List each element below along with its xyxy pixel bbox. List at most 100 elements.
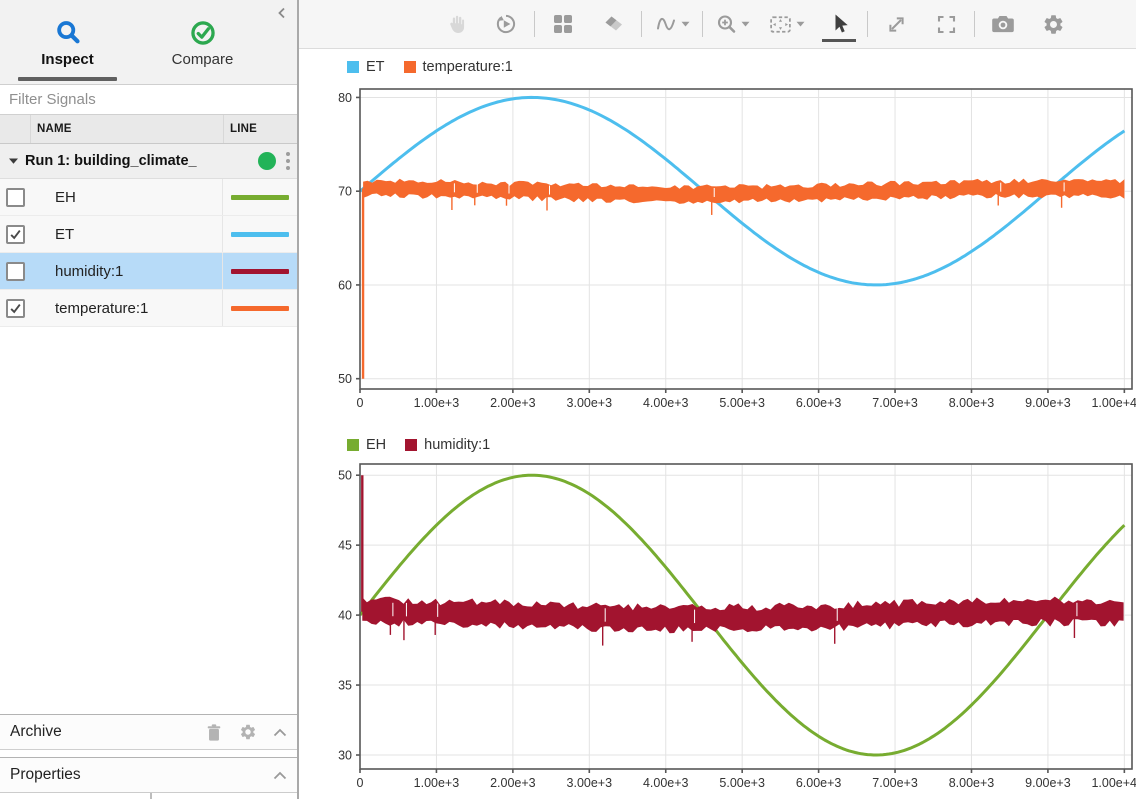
chart-plot[interactable]: 01.00e+32.00e+33.00e+34.00e+35.00e+36.00… — [332, 457, 1136, 795]
signal-generator-button[interactable] — [651, 6, 693, 42]
signal-name: humidity:1 — [30, 253, 222, 289]
sidebar: Inspect Compare NAME LINE Run 1: buildin… — [0, 0, 299, 799]
svg-text:4.00e+3: 4.00e+3 — [643, 396, 689, 410]
properties-section-header[interactable]: Properties — [0, 757, 297, 793]
signal-list: EHEThumidity:1temperature:1 — [0, 179, 297, 327]
chevron-up-icon[interactable] — [273, 771, 287, 780]
legend-item: ET — [347, 59, 385, 75]
snapshot-button[interactable] — [984, 6, 1022, 42]
svg-text:50: 50 — [338, 372, 352, 386]
svg-text:3.00e+3: 3.00e+3 — [567, 396, 613, 410]
signal-checkbox[interactable] — [6, 188, 25, 207]
filter-signals — [0, 85, 297, 115]
header-line: LINE — [223, 115, 297, 143]
tab-compare-label: Compare — [172, 51, 234, 68]
svg-text:30: 30 — [338, 749, 352, 763]
zoom-in-button[interactable] — [712, 6, 753, 42]
signal-row[interactable]: ET — [0, 216, 297, 253]
signal-generator-icon — [654, 12, 678, 36]
series-humidity:1 — [362, 597, 1123, 634]
zoom-in-icon — [715, 13, 738, 36]
signal-checkbox[interactable] — [6, 299, 25, 318]
svg-text:50: 50 — [338, 469, 352, 483]
legend-label: ET — [366, 59, 385, 75]
signal-line-swatch[interactable] — [231, 195, 289, 200]
chevron-up-icon[interactable] — [273, 728, 287, 737]
svg-text:60: 60 — [338, 278, 352, 292]
svg-text:0: 0 — [357, 396, 364, 410]
layout-grid-button[interactable] — [544, 6, 582, 42]
svg-text:8.00e+3: 8.00e+3 — [949, 396, 995, 410]
pan-hand-button[interactable] — [437, 6, 475, 42]
svg-text:7.00e+3: 7.00e+3 — [872, 396, 918, 410]
chevron-down-icon[interactable] — [681, 21, 690, 27]
signal-checkbox-cell — [0, 290, 30, 326]
tab-inspect[interactable]: Inspect — [0, 0, 135, 84]
toolbar-separator — [702, 11, 703, 37]
signal-checkbox-cell — [0, 253, 30, 289]
eraser-button[interactable] — [594, 6, 632, 42]
filter-signals-input[interactable] — [0, 85, 297, 115]
svg-text:1.00e+4: 1.00e+4 — [1091, 396, 1136, 410]
chart-ET-temperature1: ETtemperature:101.00e+32.00e+33.00e+34.0… — [332, 56, 1136, 415]
collapse-sidebar-icon[interactable] — [273, 4, 291, 22]
run-row[interactable]: Run 1: building_climate_ — [0, 144, 297, 179]
run-status-dot — [258, 152, 276, 170]
axis-tick-labels: 01.00e+32.00e+33.00e+34.00e+35.00e+36.00… — [338, 91, 1136, 410]
signal-checkbox[interactable] — [6, 262, 25, 281]
tab-compare[interactable]: Compare — [135, 0, 270, 84]
snapshot-icon — [991, 13, 1015, 35]
toolbar-separator — [867, 11, 868, 37]
chart-legend: EHhumidity:1 — [347, 434, 1136, 456]
properties-label: Properties — [10, 766, 81, 784]
chevron-down-icon[interactable] — [796, 21, 805, 27]
run-menu-icon[interactable] — [285, 150, 291, 172]
run-expander-icon[interactable] — [9, 158, 18, 164]
legend-swatch — [404, 61, 416, 73]
expand-button[interactable] — [877, 6, 915, 42]
archive-section-header[interactable]: Archive — [0, 714, 297, 750]
svg-text:45: 45 — [338, 539, 352, 553]
layout-grid-icon — [552, 13, 574, 35]
chart-plot[interactable]: 01.00e+32.00e+33.00e+34.00e+35.00e+36.00… — [332, 79, 1136, 415]
signal-line-swatch[interactable] — [231, 306, 289, 311]
fit-to-view-button[interactable] — [765, 6, 808, 42]
chart-legend: ET temperature:1 — [347, 56, 1136, 78]
settings-button[interactable] — [1034, 6, 1072, 42]
svg-text:35: 35 — [338, 679, 352, 693]
signal-line-swatch[interactable] — [231, 232, 289, 237]
legend-item: temperature:1 — [404, 59, 513, 75]
signal-row[interactable]: EH — [0, 179, 297, 216]
signal-row[interactable]: humidity:1 — [0, 253, 297, 290]
svg-text:5.00e+3: 5.00e+3 — [719, 776, 765, 790]
chevron-down-icon[interactable] — [741, 21, 750, 27]
svg-text:8.00e+3: 8.00e+3 — [949, 776, 995, 790]
svg-text:40: 40 — [338, 609, 352, 623]
legend-item: humidity:1 — [405, 437, 490, 453]
archive-label: Archive — [10, 723, 62, 741]
svg-text:70: 70 — [338, 185, 352, 199]
fullscreen-button[interactable] — [927, 6, 965, 42]
signal-line-cell — [222, 253, 297, 289]
legend-swatch — [405, 439, 417, 451]
plot-toolbar — [299, 0, 1136, 49]
pointer-button[interactable] — [820, 6, 858, 42]
gear-icon[interactable] — [239, 723, 257, 741]
svg-text:80: 80 — [338, 91, 352, 105]
replay-button[interactable] — [487, 6, 525, 42]
signal-checkbox[interactable] — [6, 225, 25, 244]
signal-table-header: NAME LINE — [0, 115, 297, 144]
fullscreen-icon — [935, 13, 958, 36]
svg-text:1.00e+4: 1.00e+4 — [1091, 776, 1136, 790]
trash-icon[interactable] — [205, 723, 223, 742]
svg-text:2.00e+3: 2.00e+3 — [490, 396, 536, 410]
gridlines — [360, 89, 1132, 389]
run-label: Run 1: building_climate_ — [25, 153, 197, 169]
svg-text:7.00e+3: 7.00e+3 — [872, 776, 918, 790]
signal-line-cell — [222, 216, 297, 252]
legend-label: humidity:1 — [424, 437, 490, 453]
signal-row[interactable]: temperature:1 — [0, 290, 297, 327]
signal-line-swatch[interactable] — [231, 269, 289, 274]
svg-text:5.00e+3: 5.00e+3 — [719, 396, 765, 410]
charts-area: ET temperature:1 01.00e+32.00e+33.00e+34.0… — [299, 49, 1136, 799]
